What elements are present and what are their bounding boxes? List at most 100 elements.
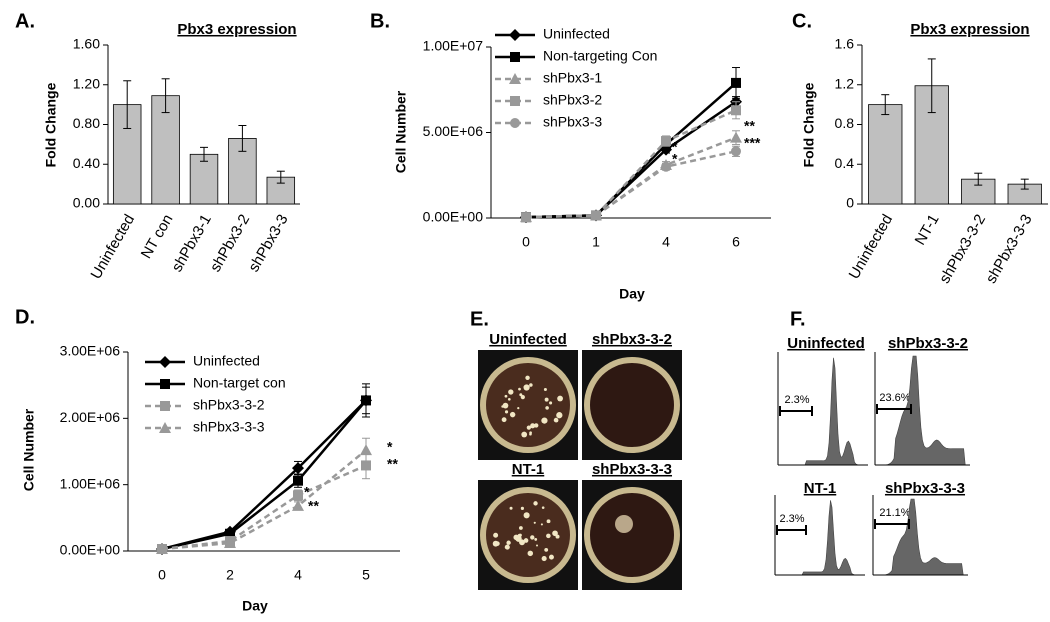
- colony: [557, 395, 563, 402]
- bar: [868, 104, 903, 205]
- legend-label: shPbx3-3: [543, 114, 602, 130]
- marker: [224, 537, 236, 549]
- legend-marker: [509, 29, 521, 41]
- annotation: *: [304, 484, 310, 500]
- legend-marker: [509, 73, 521, 84]
- chart-title: Pbx3 expression: [910, 21, 1029, 38]
- marker: [661, 136, 671, 147]
- colony: [504, 410, 509, 414]
- colony: [527, 550, 534, 557]
- x-axis-label: Day: [619, 286, 645, 302]
- series-line: [161, 399, 367, 551]
- series-line: [161, 449, 367, 551]
- annotation: **: [744, 118, 755, 134]
- colony: [530, 535, 535, 540]
- colony: [544, 547, 549, 552]
- marker: [156, 543, 168, 555]
- colony: [529, 432, 532, 436]
- colony: [521, 431, 528, 438]
- bar: [151, 95, 180, 205]
- error-bar: [974, 172, 983, 186]
- legend-marker: [160, 401, 170, 411]
- bar: [189, 153, 219, 205]
- plates-panel: E. Uninfected shPbx3-3-2 NT-1 shPbx3-3-3: [470, 308, 672, 478]
- gate-label: 21.1%: [879, 507, 910, 519]
- y-tick-label: 0.4: [835, 155, 855, 171]
- colony: [533, 521, 536, 524]
- y-axis-label: Fold Change: [801, 82, 817, 167]
- colony: [540, 523, 543, 526]
- plate-title: Uninfected: [489, 331, 567, 348]
- y-axis-label: Fold Change: [43, 82, 59, 167]
- histogram-title: NT-1: [804, 480, 837, 497]
- error-bar: [1020, 178, 1029, 190]
- chart: B. Cell Number Day 0.00E+00 5.00E+06 1.00E+07…: [370, 10, 771, 302]
- legend-marker: [159, 356, 171, 368]
- marker: [360, 444, 372, 456]
- colony: [541, 417, 548, 424]
- legend-marker: [510, 96, 520, 106]
- x-tick-label: 1: [592, 234, 600, 250]
- x-axis-label: Day: [242, 598, 268, 614]
- x-tick-label: 0: [522, 234, 530, 250]
- y-tick-label: 1.20: [73, 75, 100, 91]
- histogram: [872, 498, 968, 576]
- x-tick-label: 6: [732, 234, 740, 250]
- colony: [502, 402, 509, 409]
- histogram: [775, 500, 865, 576]
- colony: [549, 401, 553, 405]
- panel-label: A.: [15, 10, 35, 32]
- y-tick-label: 0: [846, 195, 854, 211]
- histogram: [874, 355, 970, 466]
- panel-label: B.: [370, 10, 390, 32]
- annotation: *: [672, 151, 678, 167]
- marker: [293, 490, 303, 501]
- colony: [523, 538, 529, 543]
- legend-label: Uninfected: [193, 353, 260, 369]
- plate-dish: [590, 493, 674, 577]
- colony: [509, 506, 513, 510]
- x-tick-label: NT con: [138, 211, 177, 261]
- marker: [731, 146, 741, 157]
- marker: [292, 462, 304, 475]
- gate-label: 2.3%: [779, 513, 804, 525]
- gate-label: 23.6%: [879, 392, 910, 404]
- x-tick-label: Uninfected: [846, 211, 897, 282]
- annotation: *: [672, 139, 678, 155]
- colony: [517, 533, 522, 538]
- legend-marker: [510, 118, 520, 128]
- marker: [293, 475, 303, 486]
- y-axis-label: Cell Number: [21, 408, 37, 491]
- histogram-panel: F. Uninfected shPbx3-3-2 NT-1 shPbx3-3-3…: [779, 308, 968, 525]
- x-tick-label: shPbx3-3-3: [983, 211, 1036, 286]
- colony: [530, 423, 536, 429]
- colony: [544, 397, 549, 402]
- error-bar: [161, 78, 170, 114]
- y-tick-label: 0.00E+00: [423, 209, 484, 225]
- chart-title: Pbx3 expression: [177, 21, 296, 38]
- colony: [534, 423, 539, 428]
- panel-label: F.: [790, 308, 806, 330]
- y-tick-label: 3.00E+06: [60, 343, 121, 359]
- colony: [541, 506, 545, 510]
- plate-dish: [486, 363, 570, 447]
- colony: [507, 397, 511, 401]
- y-tick-label: 1.2: [835, 75, 855, 91]
- colony: [519, 393, 523, 397]
- colony: [541, 556, 547, 562]
- colony: [543, 387, 547, 391]
- series-line: [525, 150, 737, 219]
- error-bar: [238, 124, 247, 152]
- colony: [504, 394, 508, 398]
- y-tick-label: 0.8: [835, 115, 855, 131]
- colony: [529, 383, 533, 387]
- x-tick-label: Uninfected: [88, 211, 139, 282]
- colony: [519, 526, 523, 530]
- legend-label: shPbx3-2: [543, 92, 602, 108]
- colony: [533, 501, 538, 506]
- y-tick-label: 0.40: [73, 155, 100, 171]
- y-tick-label: 1.6: [835, 36, 855, 52]
- panel-label: E.: [470, 308, 489, 330]
- colony: [534, 538, 538, 541]
